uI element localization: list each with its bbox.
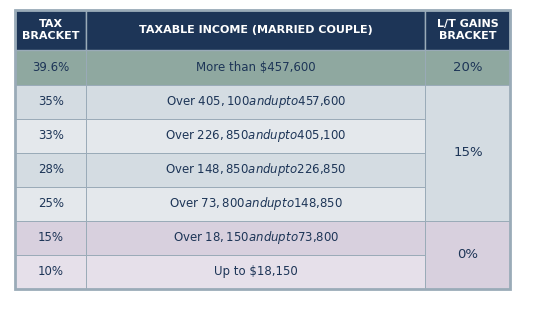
- Text: Over $405,100 and up to $457,600: Over $405,100 and up to $457,600: [166, 93, 346, 110]
- Bar: [426, 10, 510, 50]
- Bar: [426, 221, 510, 289]
- Bar: [426, 84, 510, 221]
- Text: 0%: 0%: [458, 248, 478, 261]
- Text: 15%: 15%: [37, 231, 64, 244]
- Text: 39.6%: 39.6%: [32, 61, 69, 74]
- Text: L/T GAINS
BRACKET: L/T GAINS BRACKET: [437, 19, 499, 41]
- Bar: [15, 84, 86, 118]
- Bar: [86, 221, 426, 255]
- Text: Up to $18,150: Up to $18,150: [214, 265, 298, 278]
- Text: 28%: 28%: [37, 163, 64, 176]
- Bar: [86, 84, 426, 118]
- Bar: [15, 186, 86, 221]
- Bar: [86, 118, 426, 152]
- Bar: [86, 10, 426, 50]
- Text: Over $226,850 and up to $405,100: Over $226,850 and up to $405,100: [165, 127, 346, 144]
- Text: 20%: 20%: [453, 61, 483, 74]
- Bar: [86, 255, 426, 289]
- Bar: [15, 50, 86, 84]
- Text: 25%: 25%: [37, 197, 64, 210]
- Bar: [15, 10, 510, 289]
- Bar: [86, 186, 426, 221]
- Text: Over $148,850 and up to $226,850: Over $148,850 and up to $226,850: [165, 161, 346, 178]
- Text: TAXABLE INCOME (MARRIED COUPLE): TAXABLE INCOME (MARRIED COUPLE): [139, 25, 373, 35]
- Text: 33%: 33%: [38, 129, 64, 142]
- Text: 15%: 15%: [453, 146, 483, 159]
- Text: More than $457,600: More than $457,600: [196, 61, 316, 74]
- Text: 35%: 35%: [38, 95, 64, 108]
- Text: Over $73,800 and up to $148,850: Over $73,800 and up to $148,850: [169, 195, 343, 212]
- Text: TAX
BRACKET: TAX BRACKET: [22, 19, 79, 41]
- Text: Over $18,150 and up to $73,800: Over $18,150 and up to $73,800: [173, 229, 339, 246]
- Bar: [86, 50, 426, 84]
- Bar: [15, 255, 86, 289]
- Bar: [15, 221, 86, 255]
- Bar: [15, 118, 86, 152]
- Bar: [426, 50, 510, 84]
- Bar: [15, 152, 86, 186]
- Bar: [15, 10, 86, 50]
- Bar: [86, 152, 426, 186]
- Text: 10%: 10%: [37, 265, 64, 278]
